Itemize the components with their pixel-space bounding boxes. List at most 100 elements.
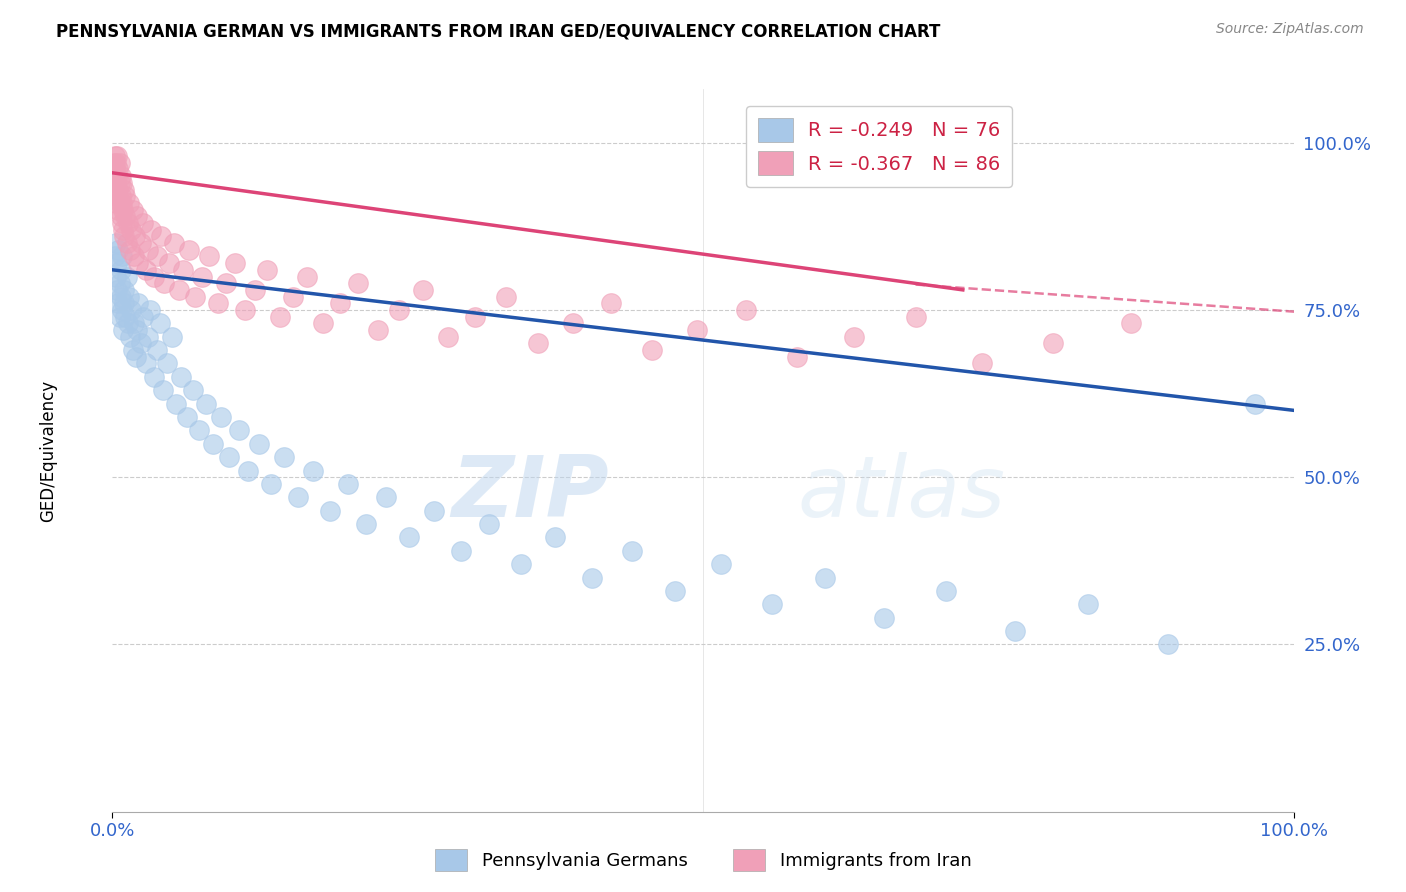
Point xyxy=(1042,336,1064,351)
Point xyxy=(120,330,142,344)
Point xyxy=(107,202,129,217)
Point xyxy=(269,310,291,324)
Point xyxy=(139,303,162,318)
Point xyxy=(1157,637,1180,651)
Point xyxy=(163,236,186,251)
Point xyxy=(110,169,132,184)
Point xyxy=(118,195,141,210)
Point xyxy=(110,189,132,203)
Point xyxy=(1077,598,1099,612)
Point xyxy=(121,343,143,358)
Point xyxy=(1004,624,1026,639)
Point xyxy=(367,323,389,337)
Point xyxy=(127,256,149,270)
Legend: R = -0.249   N = 76, R = -0.367   N = 86: R = -0.249 N = 76, R = -0.367 N = 86 xyxy=(747,106,1012,186)
Point xyxy=(422,503,444,517)
Point xyxy=(297,269,319,284)
Point xyxy=(104,162,127,177)
Point xyxy=(247,436,270,450)
Point xyxy=(105,176,128,190)
Point xyxy=(108,277,131,291)
Point xyxy=(218,450,240,465)
Point xyxy=(132,216,155,230)
Point xyxy=(117,216,139,230)
Point xyxy=(129,336,152,351)
Point xyxy=(844,330,866,344)
Point xyxy=(108,176,131,190)
Point xyxy=(157,256,180,270)
Point xyxy=(117,317,139,331)
Point xyxy=(510,557,533,572)
Point xyxy=(136,243,159,257)
Point xyxy=(115,269,138,284)
Point xyxy=(165,396,187,410)
Point xyxy=(149,317,172,331)
Point xyxy=(160,330,183,344)
Point xyxy=(664,584,686,599)
Point xyxy=(215,277,238,291)
Legend: Pennsylvania Germans, Immigrants from Iran: Pennsylvania Germans, Immigrants from Ir… xyxy=(427,842,979,879)
Point xyxy=(112,223,135,237)
Point xyxy=(495,289,517,303)
Point xyxy=(105,256,128,270)
Point xyxy=(191,269,214,284)
Point xyxy=(108,310,131,324)
Point xyxy=(142,369,165,384)
Point xyxy=(179,243,201,257)
Point xyxy=(464,310,486,324)
Point xyxy=(114,210,136,224)
Point xyxy=(478,517,501,532)
Point xyxy=(105,283,128,297)
Point xyxy=(172,263,194,277)
Point xyxy=(103,169,125,184)
Point xyxy=(132,310,155,324)
Point xyxy=(450,543,472,558)
Text: PENNSYLVANIA GERMAN VS IMMIGRANTS FROM IRAN GED/EQUIVALENCY CORRELATION CHART: PENNSYLVANIA GERMAN VS IMMIGRANTS FROM I… xyxy=(56,22,941,40)
Point xyxy=(105,149,128,163)
Point xyxy=(224,256,246,270)
Point xyxy=(153,277,176,291)
Point xyxy=(198,250,221,264)
Point xyxy=(167,283,190,297)
Point xyxy=(110,289,132,303)
Point xyxy=(283,289,305,303)
Y-axis label: GED/Equivalency: GED/Equivalency xyxy=(39,379,56,522)
Point xyxy=(599,296,621,310)
Point xyxy=(104,250,127,264)
Point xyxy=(621,543,644,558)
Point xyxy=(125,350,148,364)
Point xyxy=(127,296,149,310)
Point xyxy=(105,269,128,284)
Point xyxy=(814,571,837,585)
Point xyxy=(233,303,256,318)
Text: Source: ZipAtlas.com: Source: ZipAtlas.com xyxy=(1216,22,1364,37)
Point xyxy=(127,210,149,224)
Point xyxy=(356,517,378,532)
Point xyxy=(111,176,134,190)
Point xyxy=(734,303,756,318)
Point xyxy=(935,584,957,599)
Point xyxy=(120,223,142,237)
Point xyxy=(526,336,548,351)
Point xyxy=(398,530,420,544)
Point xyxy=(110,210,132,224)
Point xyxy=(112,202,135,217)
Point xyxy=(105,156,128,170)
Point xyxy=(142,269,165,284)
Text: ZIP: ZIP xyxy=(451,452,609,535)
Point xyxy=(107,243,129,257)
Point xyxy=(970,356,993,371)
Point xyxy=(136,330,159,344)
Point xyxy=(105,236,128,251)
Point xyxy=(329,296,352,310)
Point xyxy=(120,243,142,257)
Point xyxy=(111,303,134,318)
Point xyxy=(873,611,896,625)
Point xyxy=(238,464,260,478)
Point xyxy=(108,156,131,170)
Point xyxy=(562,317,585,331)
Point xyxy=(124,229,146,244)
Point xyxy=(319,503,342,517)
Point xyxy=(112,323,135,337)
Point xyxy=(287,491,309,505)
